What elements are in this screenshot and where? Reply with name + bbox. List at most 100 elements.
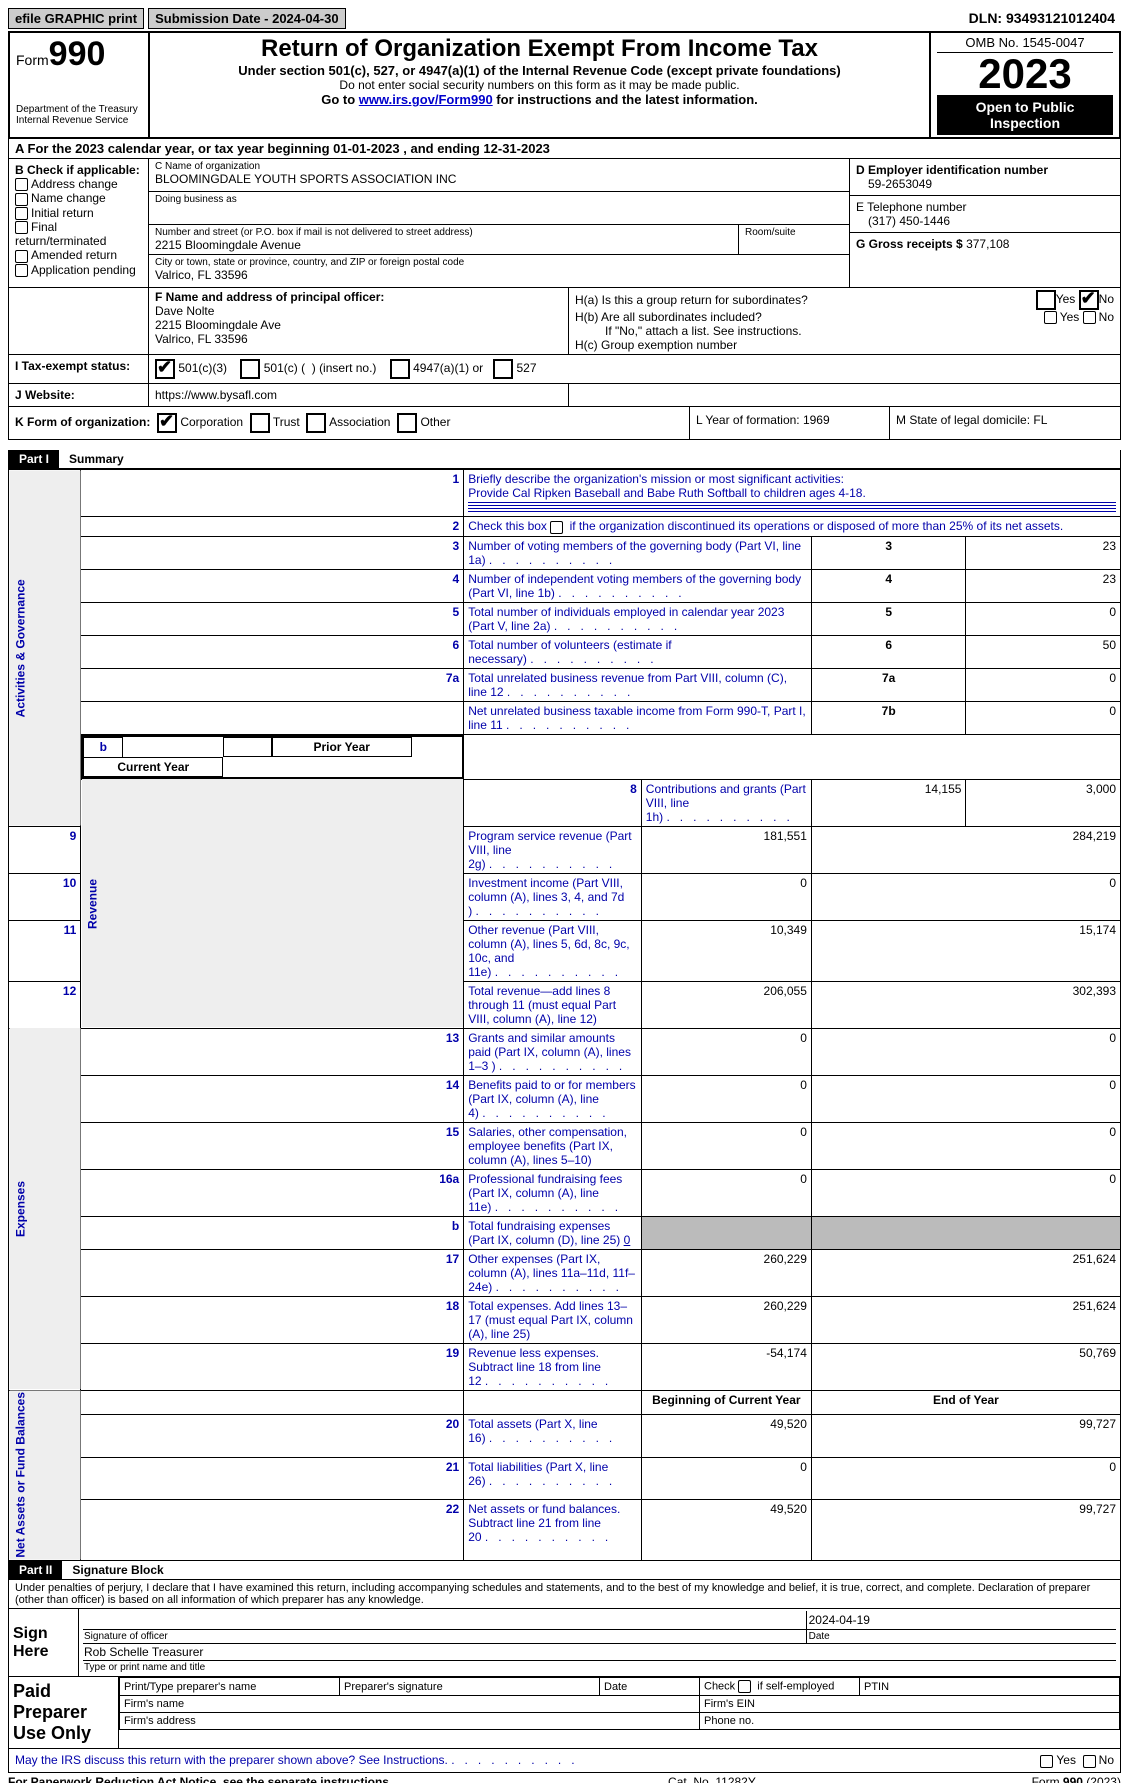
officer-name: Dave Nolte [155,304,562,318]
line22-desc: Net assets or fund balances. Subtract li… [464,1500,642,1561]
state-domicile: M State of legal domicile: FL [890,407,1120,439]
line6-desc: Total number of volunteers (estimate if … [464,635,812,668]
efile-label[interactable]: efile GRAPHIC print [8,8,144,29]
vlabel-rev: Revenue [81,779,464,1028]
line8-desc: Contributions and grants (Part VIII, lin… [641,779,811,826]
type-name-label: Type or print name and title [83,1661,1116,1675]
line12-cy: 302,393 [811,981,1120,1028]
officer-label: F Name and address of principal officer: [155,290,562,304]
form-org-label: K Form of organization: [15,416,150,430]
ha-label: H(a) Is this a group return for subordin… [575,293,808,307]
line14-py: 0 [641,1075,811,1122]
form-title: Return of Organization Exempt From Incom… [156,35,923,63]
form-page: Form 990 (2023) [1032,1775,1121,1783]
open-public: Open to Public Inspection [937,95,1113,135]
org-name: BLOOMINGDALE YOUTH SPORTS ASSOCIATION IN… [155,172,843,186]
vlabel-ag: Activities & Governance [9,470,81,826]
chk-self-employed[interactable] [738,1680,751,1693]
paid-preparer-label: Paid Preparer Use Only [9,1677,119,1748]
line18-desc: Total expenses. Add lines 13–17 (must eq… [464,1296,642,1343]
line8-py: 14,155 [811,779,966,826]
line3-desc: Number of voting members of the governin… [464,536,812,569]
sign-here-label: Sign Here [9,1609,79,1676]
room-label: Room/suite [745,227,843,238]
part1-table: Activities & Governance 1 Briefly descri… [8,469,1121,1561]
street-address: 2215 Bloomingdale Avenue [155,238,732,252]
phone-label: E Telephone number [856,200,1114,214]
main-info-box: B Check if applicable: Address change Na… [8,159,1121,288]
chk-501c[interactable] [240,359,260,379]
chk-amended[interactable]: Amended return [15,248,142,262]
line19-cy: 50,769 [811,1343,1120,1390]
line17-cy: 251,624 [811,1249,1120,1296]
line3-val: 23 [966,536,1121,569]
line20-cy: 99,727 [811,1415,1120,1458]
website-value: https://www.bysafl.com [149,384,569,406]
line16a-py: 0 [641,1169,811,1216]
chk-trust[interactable] [250,413,270,433]
subtitle-3: Go to www.irs.gov/Form990 for instructio… [156,92,923,107]
ptin-label: PTIN [860,1678,1120,1696]
line14-cy: 0 [811,1075,1120,1122]
chk-4947[interactable] [390,359,410,379]
phone-no-label: Phone no. [700,1713,1120,1730]
vlabel-exp: Expenses [9,1028,81,1390]
line17-desc: Other expenses (Part IX, column (A), lin… [464,1249,642,1296]
hb-no[interactable] [1083,311,1096,324]
line2-text: Check this box if the organization disco… [468,519,1063,533]
line13-cy: 0 [811,1028,1120,1075]
irs: Internal Revenue Service [16,115,142,126]
chk-name-change[interactable]: Name change [15,191,142,205]
chk-discontinued[interactable] [550,521,563,534]
chk-corp[interactable] [157,413,177,433]
discuss-question: May the IRS discuss this return with the… [15,1753,575,1767]
line15-desc: Salaries, other compensation, employee b… [464,1122,642,1169]
cat-no: Cat. No. 11282Y [668,1775,756,1783]
chk-address-change[interactable]: Address change [15,177,142,191]
line18-py: 260,229 [641,1296,811,1343]
line17-py: 260,229 [641,1249,811,1296]
firm-ein-label: Firm's EIN [700,1696,1120,1713]
col-eoy: End of Year [811,1390,1120,1415]
addr-label: Number and street (or P.O. box if mail i… [155,227,732,238]
line16b-desc: Total fundraising expenses (Part IX, col… [464,1216,642,1249]
chk-527[interactable] [493,359,513,379]
gross-receipts-value: 377,108 [966,237,1009,251]
line20-desc: Total assets (Part X, line 16) [464,1415,642,1458]
part2-header-row: Part II Signature Block [8,1561,1121,1580]
hb-yes[interactable] [1044,311,1057,324]
chk-assoc[interactable] [306,413,326,433]
line10-cy: 0 [811,873,1120,920]
col-bcy: Beginning of Current Year [641,1390,811,1415]
line10-desc: Investment income (Part VIII, column (A)… [464,873,642,920]
chk-app-pending[interactable]: Application pending [15,263,142,277]
irs-link[interactable]: www.irs.gov/Form990 [359,92,493,107]
line7b-val: 0 [966,701,1121,734]
chk-initial-return[interactable]: Initial return [15,206,142,220]
line13-desc: Grants and similar amounts paid (Part IX… [464,1028,642,1075]
line12-desc: Total revenue—add lines 8 through 11 (mu… [464,981,642,1028]
dba-label: Doing business as [155,194,843,205]
chk-501c3[interactable] [155,359,175,379]
firm-name-label: Firm's name [120,1696,700,1713]
ein-label: D Employer identification number [856,163,1114,177]
hc-label: H(c) Group exemption number [575,338,1114,352]
line1-text: Provide Cal Ripken Baseball and Babe Rut… [468,486,866,500]
col-current-year: Current Year [83,757,223,777]
ha-no[interactable] [1079,290,1099,310]
part1-title: Summary [59,450,134,468]
pra-notice: For Paperwork Reduction Act Notice, see … [8,1775,392,1783]
firm-addr-label: Firm's address [120,1713,700,1730]
line7a-desc: Total unrelated business revenue from Pa… [464,668,812,701]
chk-other[interactable] [397,413,417,433]
line11-desc: Other revenue (Part VIII, column (A), li… [464,920,642,981]
line12-py: 206,055 [641,981,811,1028]
line7b-desc: Net unrelated business taxable income fr… [464,701,812,734]
chk-final-return[interactable]: Final return/terminated [15,220,142,248]
part2-title: Signature Block [62,1561,173,1579]
ha-yes[interactable] [1036,290,1056,310]
dept-treasury: Department of the Treasury [16,104,142,115]
prep-self-employed: Check if self-employed [700,1678,860,1696]
tax-status-label: I Tax-exempt status: [9,355,149,383]
line19-desc: Revenue less expenses. Subtract line 18 … [464,1343,642,1390]
